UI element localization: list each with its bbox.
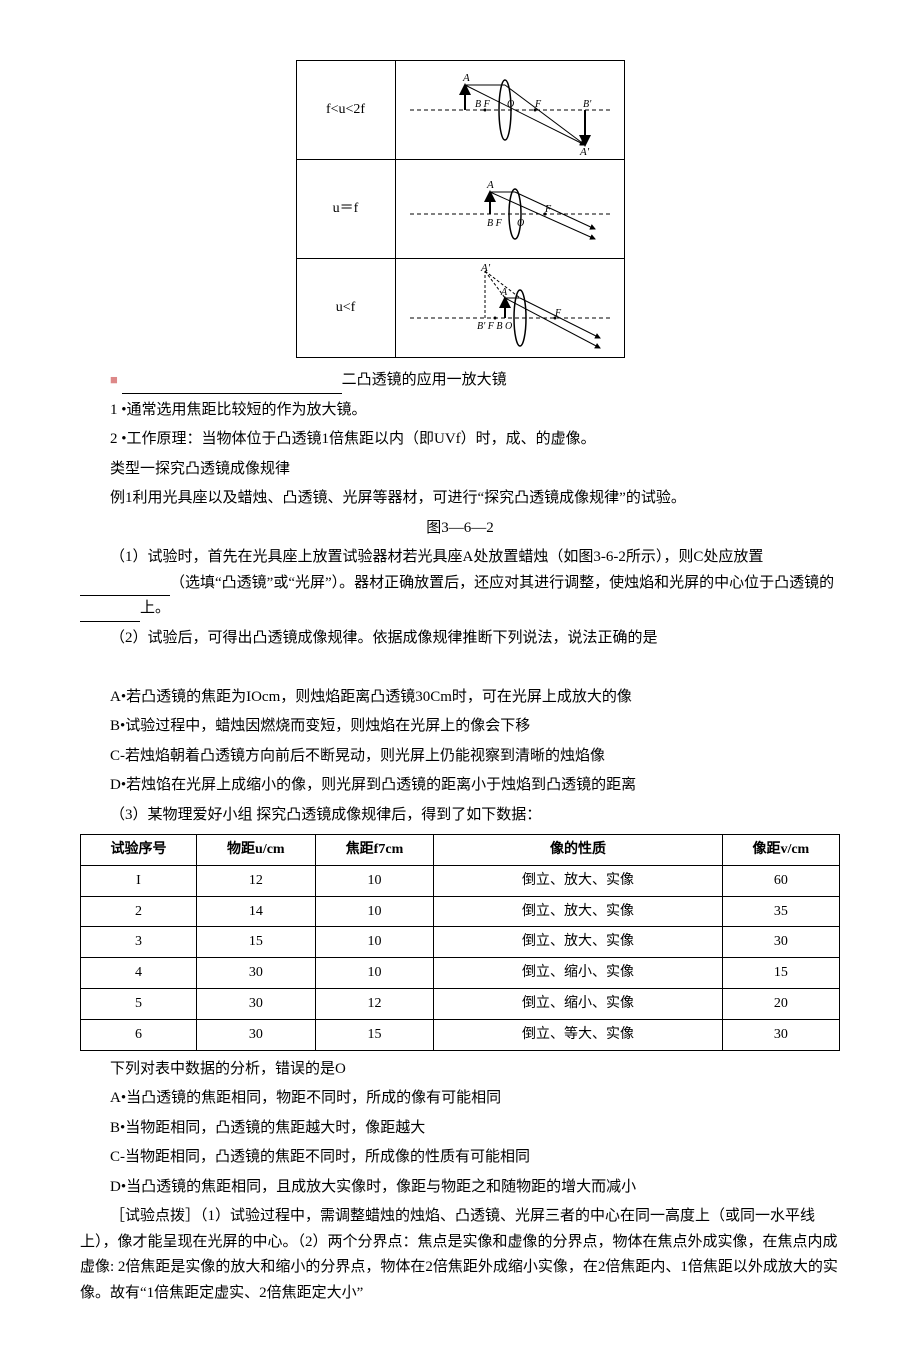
analysis-option-D: D•当凸透镜的焦距相同，且成放大实像时，像距与物距之和随物距的增大而减小 xyxy=(80,1175,840,1201)
th-u: 物距u/cm xyxy=(197,835,316,866)
th-seq: 试验序号 xyxy=(81,835,197,866)
table-cell: 10 xyxy=(315,896,434,927)
diagram-fig-3: A' A B' F B O F xyxy=(395,259,624,358)
table-cell: 30 xyxy=(722,927,839,958)
table-cell: 倒立、缩小、实像 xyxy=(434,988,722,1019)
svg-text:A: A xyxy=(500,287,508,298)
lens-diagram-table: f<u<2f A A' B F O F B' u＝f xyxy=(296,60,625,358)
option-B: B•试验过程中，蜡烛因燃烧而变短，则烛焰在光屏上的像会下移 xyxy=(80,714,840,740)
table-cell: 30 xyxy=(197,1019,316,1050)
q1-blank1 xyxy=(80,579,170,597)
example-intro: 例1利用光具座以及蜡烛、凸透镜、光屏等器材，可进行“探究凸透镜成像规律”的试验。 xyxy=(80,486,840,512)
q1-mid: （选填“凸透镜”或“光屏”）。器材正确放置后，还应对其进行调整，使烛焰和光屏的中… xyxy=(170,575,834,591)
analysis-option-B: B•当物距相同，凸透镜的焦距越大时，像距越大 xyxy=(80,1116,840,1142)
svg-text:A: A xyxy=(486,179,494,191)
diagram-fig-2: A B F O F xyxy=(395,160,624,259)
option-A: A•若凸透镜的焦距为IOcm，则烛焰距离凸透镜30Cm时，可在光屏上成放大的像 xyxy=(80,685,840,711)
magnifier-point-2: 2 •工作原理：当物体位于凸透镜1倍焦距以内（即UVf）时，成、的虚像。 xyxy=(80,427,840,453)
table-cell: 60 xyxy=(722,865,839,896)
table-cell: 5 xyxy=(81,988,197,1019)
question-2-intro: （2）试验后，可得出凸透镜成像规律。依据成像规律推断下列说法，说法正确的是 xyxy=(80,626,840,652)
q1-blank2 xyxy=(80,604,140,622)
diagram-fig-1: A A' B F O F B' xyxy=(395,61,624,160)
svg-text:A': A' xyxy=(579,146,590,155)
q1-post: 上。 xyxy=(140,600,170,616)
table-cell: 4 xyxy=(81,958,197,989)
figure-caption: 图3—6—2 xyxy=(80,516,840,542)
type-heading: 类型一探究凸透镜成像规律 xyxy=(80,457,840,483)
table-cell: 12 xyxy=(315,988,434,1019)
table-cell: 6 xyxy=(81,1019,197,1050)
table-cell: 10 xyxy=(315,927,434,958)
table-cell: 3 xyxy=(81,927,197,958)
th-nature: 像的性质 xyxy=(434,835,722,866)
table-row: 43010倒立、缩小、实像15 xyxy=(81,958,840,989)
diagram-condition-1: f<u<2f xyxy=(296,61,395,160)
magnifier-point-1: 1 •通常选用焦距比较短的作为放大镜。 xyxy=(80,398,840,424)
table-row: 53012倒立、缩小、实像20 xyxy=(81,988,840,1019)
table-cell: 15 xyxy=(722,958,839,989)
table-row: I1210倒立、放大、实像60 xyxy=(81,865,840,896)
svg-text:F: F xyxy=(534,99,542,110)
analysis-text: ［试验点拨］（1）试验过程中，需调整蜡烛的烛焰、凸透镜、光屏三者的中心在同一高度… xyxy=(80,1204,840,1306)
svg-text:A: A xyxy=(462,72,470,84)
th-v: 像距v/cm xyxy=(722,835,839,866)
svg-text:O: O xyxy=(507,99,514,110)
table-cell: 15 xyxy=(315,1019,434,1050)
table-cell: 12 xyxy=(197,865,316,896)
table-cell: 倒立、等大、实像 xyxy=(434,1019,722,1050)
table-cell: 倒立、放大、实像 xyxy=(434,896,722,927)
table-row: 21410倒立、放大、实像35 xyxy=(81,896,840,927)
table-cell: 14 xyxy=(197,896,316,927)
magnifier-heading: 二凸透镜的应用一放大镜 xyxy=(342,372,507,388)
svg-text:B F: B F xyxy=(475,99,491,110)
option-C: C-若烛焰朝着凸透镜方向前后不断晃动，则光屏上仍能视察到清晰的烛焰像 xyxy=(80,744,840,770)
table-cell: 30 xyxy=(197,988,316,1019)
table-cell: 10 xyxy=(315,865,434,896)
svg-text:B F: B F xyxy=(487,218,503,229)
table-cell: 20 xyxy=(722,988,839,1019)
table-cell: 2 xyxy=(81,896,197,927)
magnifier-heading-line: ■ 二凸透镜的应用一放大镜 xyxy=(80,368,840,394)
question-3-after: 下列对表中数据的分析，错误的是O xyxy=(80,1057,840,1083)
table-cell: 30 xyxy=(197,958,316,989)
diagram-condition-2: u＝f xyxy=(296,160,395,259)
table-cell: 倒立、缩小、实像 xyxy=(434,958,722,989)
table-cell: 35 xyxy=(722,896,839,927)
heading-blank xyxy=(122,376,342,394)
svg-text:O: O xyxy=(517,218,524,229)
experiment-data-table: 试验序号 物距u/cm 焦距f7cm 像的性质 像距v/cm I1210倒立、放… xyxy=(80,834,840,1051)
table-cell: I xyxy=(81,865,197,896)
option-D: D•若烛馅在光屏上成缩小的像，则光屏到凸透镜的距离小于烛焰到凸透镜的距离 xyxy=(80,773,840,799)
table-cell: 30 xyxy=(722,1019,839,1050)
square-bullet-icon: ■ xyxy=(110,372,118,387)
table-cell: 倒立、放大、实像 xyxy=(434,927,722,958)
svg-text:A': A' xyxy=(480,263,491,274)
svg-text:B' F B O: B' F B O xyxy=(477,321,512,332)
table-row: 63015倒立、等大、实像30 xyxy=(81,1019,840,1050)
question-1: （1）试验时，首先在光具座上放置试验器材若光具座A处放置蜡烛（如图3-6-2所示… xyxy=(80,545,840,622)
svg-text:B': B' xyxy=(583,99,592,110)
analysis-option-A: A•当凸透镜的焦距相同，物距不同时，所成的像有可能相同 xyxy=(80,1086,840,1112)
th-f: 焦距f7cm xyxy=(315,835,434,866)
q1-pre: （1）试验时，首先在光具座上放置试验器材若光具座A处放置蜡烛（如图3-6-2所示… xyxy=(110,549,763,565)
diagram-condition-3: u<f xyxy=(296,259,395,358)
table-row: 31510倒立、放大、实像30 xyxy=(81,927,840,958)
table-cell: 倒立、放大、实像 xyxy=(434,865,722,896)
question-3-intro: （3）某物理爱好小组 探究凸透镜成像规律后，得到了如下数据： xyxy=(80,803,840,829)
table-cell: 10 xyxy=(315,958,434,989)
table-cell: 15 xyxy=(197,927,316,958)
analysis-option-C: C-当物距相同，凸透镜的焦距不同时，所成像的性质有可能相同 xyxy=(80,1145,840,1171)
